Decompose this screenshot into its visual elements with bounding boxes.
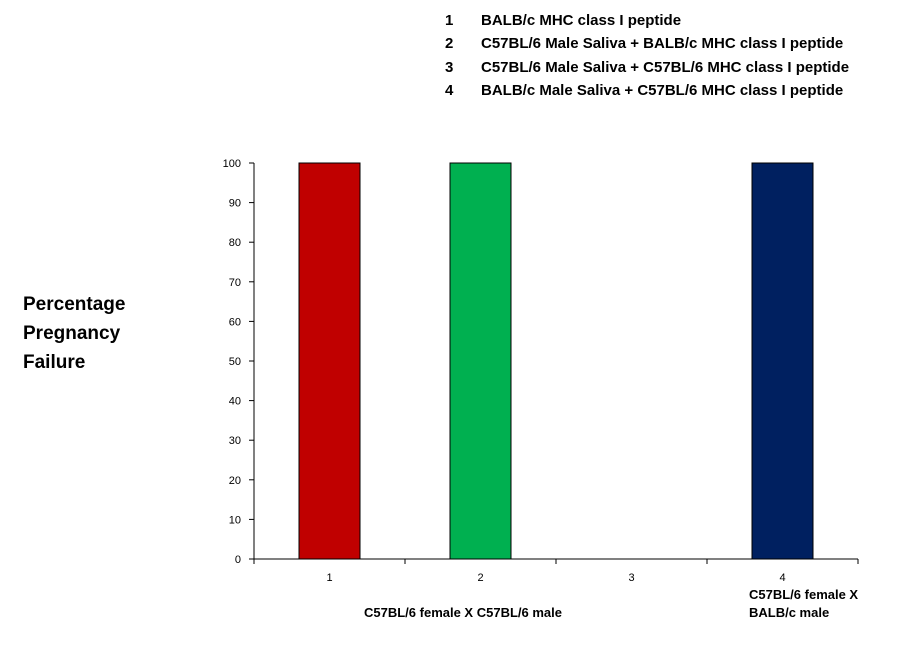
- y-tick-label: 100: [223, 158, 241, 170]
- x-tick-label: 1: [326, 572, 332, 584]
- group-label-right: C57BL/6 female X BALB/c male: [749, 586, 858, 622]
- legend-item: 1 BALB/c MHC class I peptide: [445, 9, 849, 32]
- legend-item-number: 4: [445, 82, 454, 100]
- group-label-right-line: BALB/c male: [749, 605, 830, 620]
- legend-item-number: 1: [445, 12, 454, 30]
- bar: [298, 162, 361, 560]
- legend-item-label: C57BL/6 Male Saliva + C57BL/6 MHC class …: [481, 58, 850, 76]
- x-tick-label: 4: [779, 572, 785, 584]
- legend-item: 3 C57BL/6 Male Saliva + C57BL/6 MHC clas…: [445, 56, 849, 79]
- x-tick-label: 2: [477, 572, 483, 584]
- legend-item-label: BALB/c MHC class I peptide: [481, 12, 682, 30]
- y-tick-label: 40: [229, 396, 241, 408]
- legend: 1 BALB/c MHC class I peptide 2 C57BL/6 M…: [445, 9, 849, 102]
- legend-item-number: 2: [445, 35, 454, 53]
- legend-item-label: BALB/c Male Saliva + C57BL/6 MHC class I…: [481, 82, 844, 100]
- bar: [449, 162, 512, 560]
- y-axis-label-line: Percentage: [23, 294, 126, 315]
- y-tick-label: 70: [229, 277, 241, 289]
- y-tick-label: 80: [229, 237, 241, 249]
- y-tick-label: 0: [235, 554, 241, 566]
- y-tick-label: 50: [229, 356, 241, 368]
- group-label-right-line: C57BL/6 female X: [749, 587, 859, 602]
- group-label-left: C57BL/6 female X C57BL/6 male: [364, 605, 562, 620]
- bar: [751, 162, 814, 560]
- y-tick-label: 60: [229, 316, 241, 328]
- legend-item-label: C57BL/6 Male Saliva + BALB/c MHC class I…: [481, 35, 844, 53]
- y-tick-label: 20: [229, 475, 241, 487]
- y-axis-label-line: Pregnancy: [23, 323, 121, 344]
- legend-item: 4 BALB/c Male Saliva + C57BL/6 MHC class…: [445, 79, 849, 102]
- y-axis-label: Percentage Pregnancy Failure: [23, 290, 125, 377]
- y-axis-label-line: Failure: [23, 352, 86, 373]
- y-tick-label: 90: [229, 198, 241, 210]
- legend-item: 2 C57BL/6 Male Saliva + BALB/c MHC class…: [445, 32, 849, 55]
- y-tick-label: 10: [229, 514, 241, 526]
- y-tick-label: 30: [229, 435, 241, 447]
- x-tick-label: 3: [628, 572, 634, 584]
- legend-item-number: 3: [445, 58, 454, 76]
